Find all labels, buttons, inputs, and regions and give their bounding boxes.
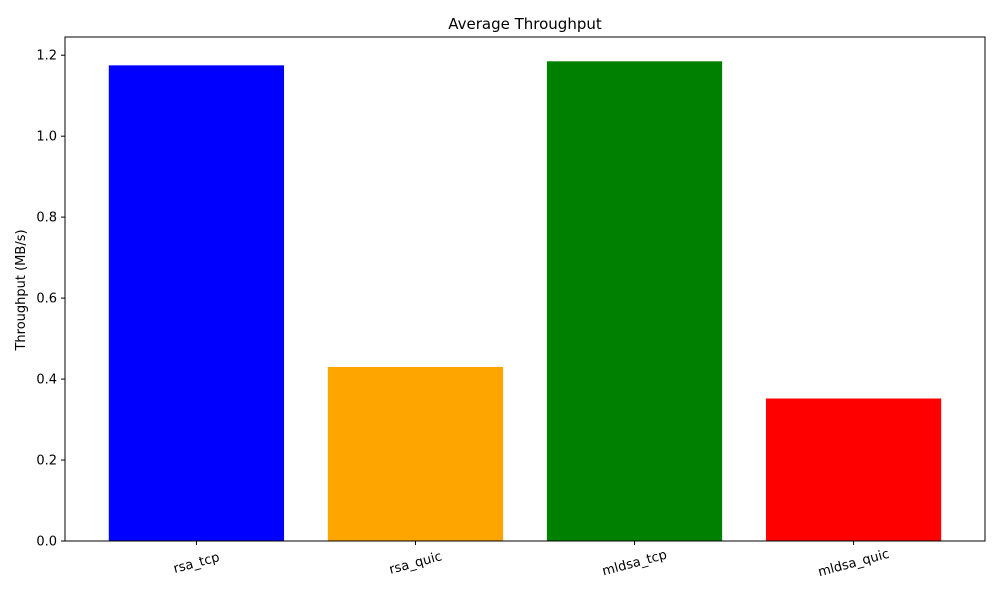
x-tick-label: mldsa_quic	[816, 547, 890, 580]
plot-frame	[64, 36, 986, 542]
bar-rsa_quic	[327, 366, 504, 541]
x-axis: rsa_tcp rsa_quic mldsa_tcp mldsa_quic	[172, 541, 891, 580]
y-axis-label: Throughput (MB/s)	[14, 229, 29, 351]
y-tick-label: 0.4	[36, 373, 57, 388]
bar-rsa_tcp	[108, 65, 285, 542]
x-tick-label: mldsa_tcp	[601, 548, 669, 580]
chart-title: Average Throughput	[448, 15, 602, 33]
bar-mldsa_quic	[765, 398, 942, 541]
y-tick-label: 1.2	[36, 49, 57, 64]
y-tick-label: 0.0	[36, 535, 57, 550]
bars-layer	[108, 61, 942, 542]
y-tick-label: 0.2	[36, 454, 57, 469]
x-tick-label: rsa_quic	[388, 549, 444, 577]
bar-mldsa_tcp	[546, 61, 723, 542]
y-tick-label: 1.0	[36, 130, 57, 145]
y-axis: 0.0 0.2 0.4 0.6 0.8 1.0 1.2	[36, 49, 65, 550]
x-tick-label: rsa_tcp	[172, 550, 221, 577]
y-tick-label: 0.8	[36, 211, 57, 226]
y-tick-label: 0.6	[36, 292, 57, 307]
